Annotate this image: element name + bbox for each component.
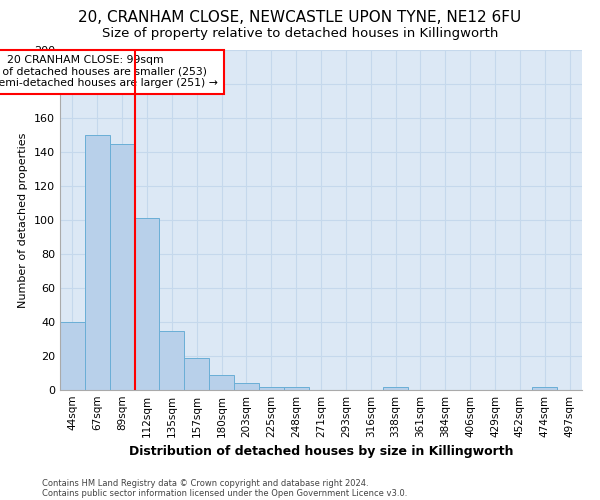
- Text: Size of property relative to detached houses in Killingworth: Size of property relative to detached ho…: [102, 28, 498, 40]
- Bar: [60, 322, 85, 390]
- Bar: [134, 218, 160, 390]
- Text: Contains public sector information licensed under the Open Government Licence v3: Contains public sector information licen…: [42, 488, 407, 498]
- Bar: [110, 144, 134, 390]
- Text: 20 CRANHAM CLOSE: 99sqm
← 50% of detached houses are smaller (253)
50% of semi-d: 20 CRANHAM CLOSE: 99sqm ← 50% of detache…: [0, 55, 218, 88]
- X-axis label: Distribution of detached houses by size in Killingworth: Distribution of detached houses by size …: [129, 446, 513, 458]
- Bar: [259, 386, 284, 390]
- Bar: [284, 386, 308, 390]
- Bar: [532, 386, 557, 390]
- Bar: [234, 383, 259, 390]
- Bar: [383, 386, 408, 390]
- Y-axis label: Number of detached properties: Number of detached properties: [19, 132, 28, 308]
- Bar: [85, 135, 110, 390]
- Text: 20, CRANHAM CLOSE, NEWCASTLE UPON TYNE, NE12 6FU: 20, CRANHAM CLOSE, NEWCASTLE UPON TYNE, …: [79, 10, 521, 25]
- Text: Contains HM Land Registry data © Crown copyright and database right 2024.: Contains HM Land Registry data © Crown c…: [42, 478, 368, 488]
- Bar: [209, 374, 234, 390]
- Bar: [160, 330, 184, 390]
- Bar: [184, 358, 209, 390]
